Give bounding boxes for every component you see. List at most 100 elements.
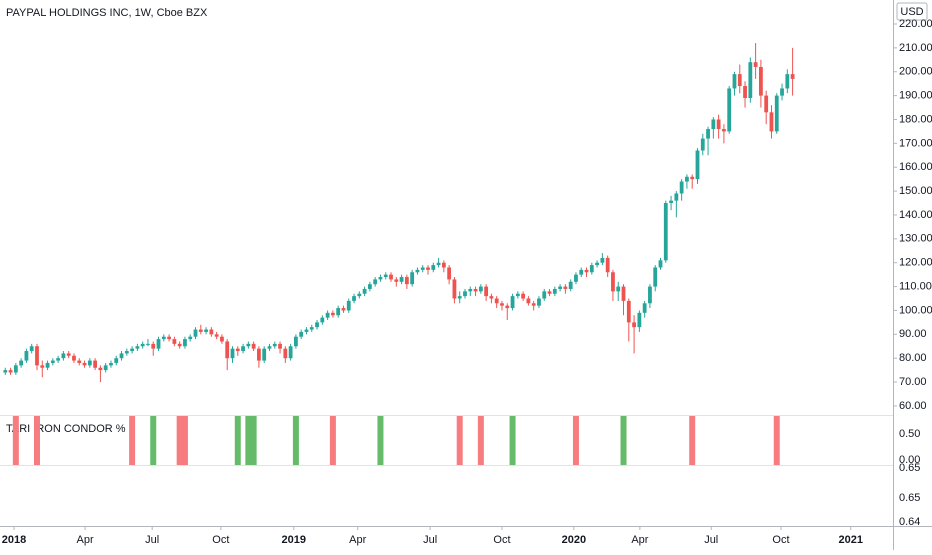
candle-body (542, 291, 547, 299)
candle-body (526, 298, 531, 304)
candle-body (685, 176, 689, 182)
candle-body (415, 269, 420, 273)
candle-body (45, 362, 50, 368)
candle-body (473, 288, 478, 292)
candle-body (711, 119, 716, 130)
candle-body (87, 360, 92, 366)
y-tick-label: 110.00 (899, 280, 932, 292)
candle-body (478, 286, 483, 292)
candle-body (357, 293, 362, 297)
candle-body (774, 95, 779, 132)
candle-body (114, 358, 119, 363)
candle-body (40, 365, 45, 368)
indicator-bar (329, 416, 336, 465)
candle-body (35, 346, 39, 366)
indicator-bar (129, 416, 136, 465)
candle-body (431, 265, 436, 270)
candle-body (267, 346, 272, 349)
candle-body (29, 346, 34, 352)
candle-body (320, 317, 325, 323)
y-tick-label: 120.00 (899, 257, 932, 269)
candle-body (574, 274, 578, 282)
candle-body (362, 288, 367, 294)
candle-body (420, 267, 425, 270)
x-tick-label: Oct (212, 534, 229, 546)
candle-body (743, 86, 747, 98)
candle-body (679, 181, 684, 194)
candle-body (283, 348, 288, 359)
candle-body (156, 339, 161, 349)
candle-body (167, 336, 171, 340)
candle-body (521, 293, 526, 299)
candle-body (653, 267, 658, 287)
candle-body (452, 279, 457, 299)
candle-body (288, 346, 293, 359)
candle-body (563, 286, 568, 289)
candle-body (531, 303, 536, 306)
currency-box[interactable] (896, 2, 928, 21)
candle-body (188, 336, 193, 340)
candle-body (515, 293, 520, 297)
candle-body (748, 62, 753, 98)
candle-body (352, 296, 356, 301)
candle-body (151, 343, 156, 349)
indicator-bar (181, 416, 188, 465)
candle-body (441, 262, 446, 268)
x-tick-label: Oct (493, 534, 510, 546)
candle-body (505, 305, 510, 309)
candle-body (336, 308, 341, 316)
x-tick-label: 2020 (562, 534, 586, 546)
y-tick-label: 170.00 (899, 137, 932, 149)
indicator-bar (150, 416, 157, 465)
candle-body (790, 74, 795, 79)
candle-body (124, 351, 129, 354)
candle-body (225, 341, 230, 359)
indicator-bar (234, 416, 241, 465)
candle-body (109, 362, 113, 366)
candle-body (198, 329, 203, 332)
candle-body (753, 62, 758, 67)
y-tick-label: 160.00 (899, 161, 932, 173)
candle-body (737, 74, 742, 87)
candle-body (146, 343, 150, 345)
candle-body (373, 279, 378, 285)
candle-body (642, 303, 647, 313)
x-tick-label: 2019 (282, 534, 306, 546)
candle-body (468, 288, 473, 292)
candle-body (214, 334, 219, 337)
candle-body (330, 312, 335, 316)
candle-body (690, 176, 695, 180)
indicator-bar (773, 416, 780, 465)
x-tick-label: Jul (704, 534, 718, 546)
y-tick-label: 150.00 (899, 185, 932, 197)
y-tick-label: 130.00 (899, 233, 932, 245)
candle-body (732, 74, 737, 89)
candle-body (537, 298, 541, 306)
candle-body (77, 360, 82, 363)
candle-body (177, 343, 182, 347)
candle-body (315, 322, 319, 328)
indicator-bar (33, 416, 40, 465)
candle-body (674, 193, 679, 201)
candle-body (209, 329, 214, 335)
x-tick-label: 2021 (838, 534, 862, 546)
candle-body (558, 286, 563, 289)
lower-tick-label: 0.65 (899, 462, 920, 474)
candle-body (204, 329, 208, 332)
y-tick-label: 90.00 (899, 328, 927, 340)
indicator-bar (245, 416, 252, 465)
indicator-bar (250, 416, 257, 465)
candle-body (341, 308, 346, 311)
candle-body (367, 284, 372, 289)
x-tick-label: Oct (772, 534, 789, 546)
candle-body (299, 331, 304, 337)
candle-body (637, 312, 642, 328)
candle-body (669, 200, 673, 204)
candle-body (426, 267, 430, 270)
candle-body (19, 360, 24, 366)
candle-body (278, 343, 282, 349)
candle-body (82, 362, 87, 366)
candle-body (399, 277, 404, 282)
candle-body (394, 279, 399, 282)
candle-body (262, 348, 267, 361)
